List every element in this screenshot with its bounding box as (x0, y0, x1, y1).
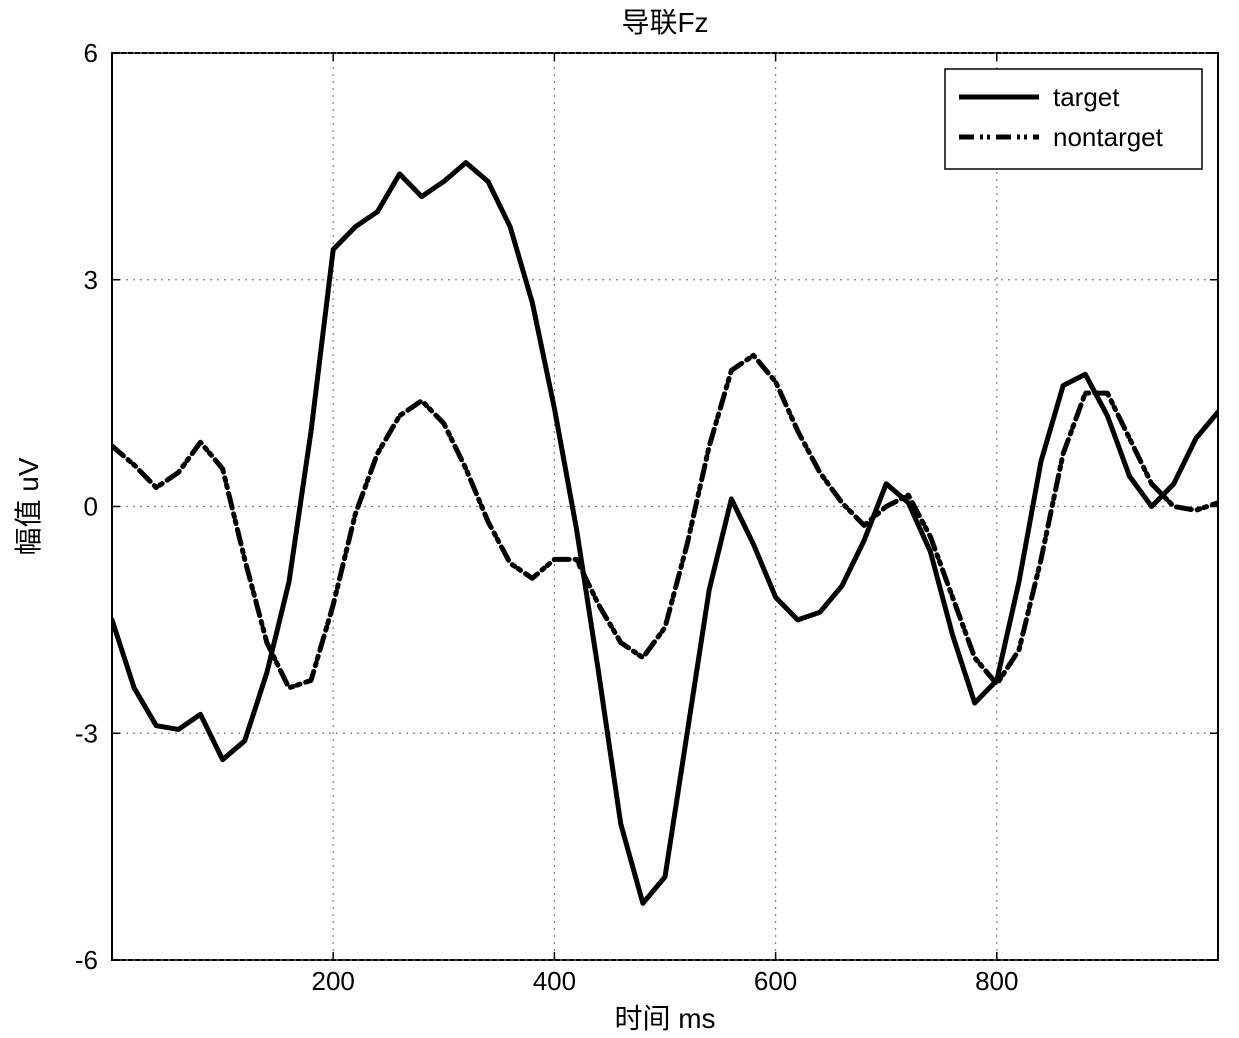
line-chart: 200 400 600 800 -6 -3 0 3 6 导联Fz 时间 ms 幅值 uV target n… (0, 0, 1239, 1038)
chart-container: 200 400 600 800 -6 -3 0 3 6 导联Fz 时间 ms 幅值 uV target n… (0, 0, 1239, 1038)
x-tick-label: 200 (312, 966, 355, 996)
y-tick-label: -6 (75, 945, 98, 975)
y-tick-label: 3 (84, 265, 98, 295)
chart-title: 导联Fz (621, 7, 708, 38)
y-tick-label: -3 (75, 718, 98, 748)
x-tick-label: 400 (533, 966, 576, 996)
y-axis-label: 幅值 uV (13, 457, 44, 555)
x-tick-label: 800 (975, 966, 1018, 996)
y-tick-label: 0 (84, 492, 98, 522)
legend-label: target (1053, 82, 1120, 112)
x-tick-label: 600 (754, 966, 797, 996)
legend-label: nontarget (1053, 122, 1164, 152)
x-axis-label: 时间 ms (614, 1003, 715, 1034)
y-tick-label: 6 (84, 38, 98, 68)
